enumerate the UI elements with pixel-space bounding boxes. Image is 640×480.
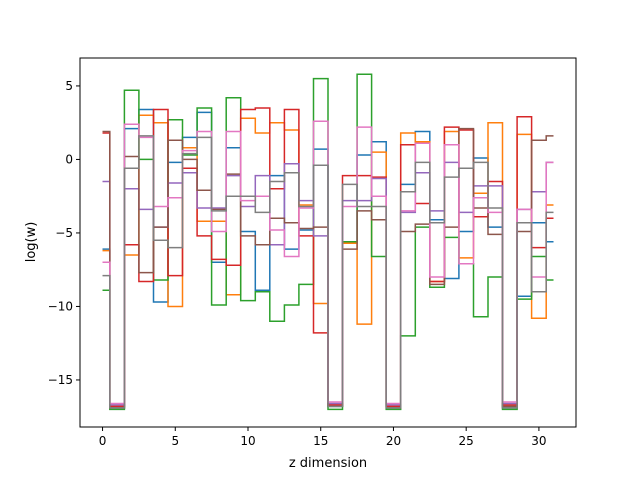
- series-layer: [102, 73, 554, 411]
- plot-frame: [79, 57, 577, 428]
- y-tick-label: −5: [55, 226, 73, 240]
- y-axis: 5 0 −5 −10 −15: [48, 79, 80, 387]
- y-tick-label: −10: [48, 299, 73, 313]
- x-tick-label: 10: [240, 434, 255, 448]
- x-tick-label: 0: [99, 434, 107, 448]
- y-axis-label: log(w): [24, 222, 39, 263]
- y-tick-label: 5: [65, 79, 73, 93]
- x-tick-label: 15: [313, 434, 328, 448]
- series-line-8: [102, 135, 554, 409]
- x-axis: 0 5 10 15 20 25 30: [99, 427, 547, 448]
- x-tick-label: 5: [171, 434, 179, 448]
- x-tick-label: 30: [531, 434, 546, 448]
- x-tick-label: 20: [386, 434, 401, 448]
- y-tick-label: −15: [48, 373, 73, 387]
- x-tick-label: 25: [459, 434, 474, 448]
- x-axis-label: z dimension: [289, 456, 367, 471]
- y-tick-label: 0: [65, 152, 73, 166]
